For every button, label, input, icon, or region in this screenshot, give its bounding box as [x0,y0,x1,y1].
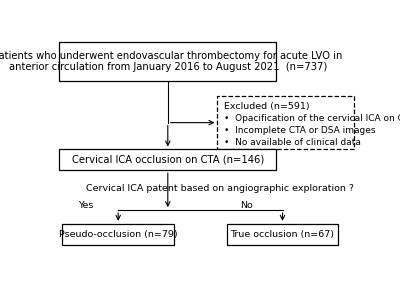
Text: Yes: Yes [78,201,93,210]
Text: Pseudo-occlusion (n=79): Pseudo-occlusion (n=79) [59,230,178,239]
Text: Patients who underwent endovascular thrombectomy for acute LVO in
anterior circu: Patients who underwent endovascular thro… [0,51,342,72]
Text: Excluded (n=591): Excluded (n=591) [224,102,309,111]
Text: •  Incomplete CTA or DSA images: • Incomplete CTA or DSA images [224,126,375,135]
Text: Cervical ICA patent based on angiographic exploration ?: Cervical ICA patent based on angiographi… [86,184,354,193]
FancyBboxPatch shape [62,224,174,245]
Text: Cervical ICA occlusion on CTA (n=146): Cervical ICA occlusion on CTA (n=146) [72,155,264,165]
FancyBboxPatch shape [59,42,276,81]
FancyBboxPatch shape [218,96,354,149]
FancyBboxPatch shape [227,224,338,245]
Text: No: No [240,201,253,210]
Text: •  Opacification of the cervical ICA on CTA: • Opacification of the cervical ICA on C… [224,114,400,123]
FancyBboxPatch shape [59,149,276,170]
Text: •  No available of clinical data: • No available of clinical data [224,138,360,147]
Text: True occlusion (n=67): True occlusion (n=67) [230,230,334,239]
